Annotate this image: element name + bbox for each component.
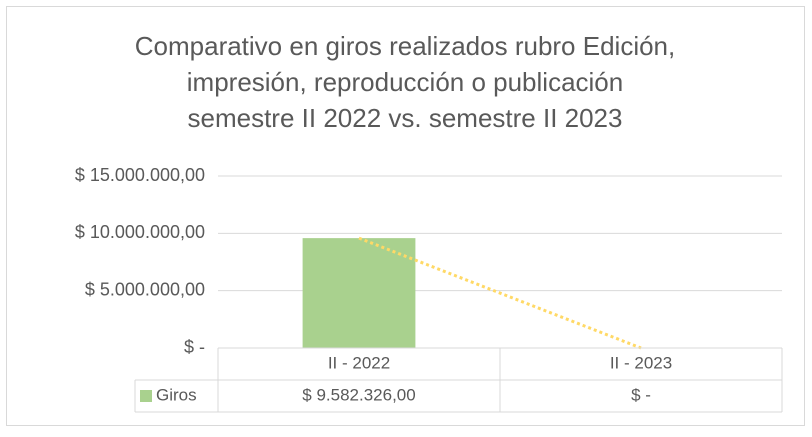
- bar: [302, 238, 416, 348]
- y-tick-label: $ -: [184, 337, 205, 357]
- chart-title: impresión, reproducción o publicación: [187, 67, 623, 97]
- x-tick-label: II - 2022: [328, 353, 390, 372]
- y-tick-label: $ 15.000.000,00: [75, 165, 205, 185]
- trendline: [358, 236, 642, 350]
- legend-label: Giros: [156, 385, 197, 404]
- chart-title: Comparativo en giros realizados rubro Ed…: [135, 31, 676, 61]
- table-value: $ 9.582.326,00: [302, 385, 415, 404]
- legend-key: [140, 390, 152, 402]
- table-value: $ -: [631, 385, 651, 404]
- x-tick-label: II - 2023: [610, 353, 672, 372]
- chart-title: semestre II 2022 vs. semestre II 2023: [188, 103, 623, 133]
- y-tick-label: $ 5.000.000,00: [85, 279, 205, 299]
- y-tick-label: $ 10.000.000,00: [75, 222, 205, 242]
- chart-border: [6, 6, 805, 426]
